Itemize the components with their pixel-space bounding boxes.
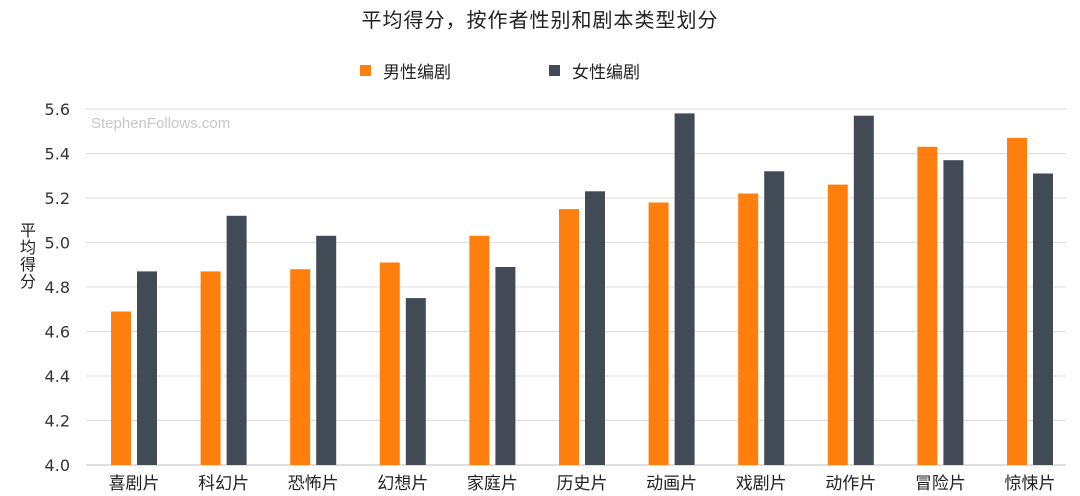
x-tick-label: 戏剧片 [736,474,787,494]
y-tick-label: 5.6 [45,100,70,119]
legend-swatch-male [360,64,371,76]
legend-item-female: 女性编剧 [549,56,640,84]
bar-female [495,267,516,465]
bar-male [379,262,400,465]
x-tick-label: 动作片 [825,474,876,494]
bar-male [917,146,938,466]
y-tick-label: 4.4 [45,367,70,386]
legend-item-male: 男性编剧 [360,56,451,84]
x-tick-labels: 喜剧片 科幻片 恐怖片 幻想片 家庭片 历史片 动画片 戏剧片 动作片 冒险片 惊悚片 [109,474,1056,494]
bar-male [1007,137,1027,465]
x-tick-label: 历史片 [557,474,608,494]
bars [111,113,1053,466]
y-tick-label: 5.2 [45,189,70,208]
bar-female [137,271,157,465]
bar-female [585,191,605,466]
y-tick-label: 4.8 [45,278,70,297]
bar-female [853,115,874,465]
y-axis-label: 平均得分 [17,222,36,290]
x-tick-label: 家庭片 [467,474,518,494]
chart-title: 平均得分，按作者性别和剧本类型划分 [361,8,719,32]
x-tick-label: 冒险片 [915,474,966,494]
bar-female [674,113,695,466]
bar-female [1033,173,1053,465]
legend-label-female: 女性编剧 [572,62,640,83]
x-tick-label: 恐怖片 [288,474,339,494]
legend-swatch-female [549,64,560,76]
y-tick-label: 4.0 [45,456,70,475]
bar-female [943,160,964,465]
bar-female [226,215,247,465]
bar-female [764,171,785,466]
bar-male [111,311,131,465]
y-tick-label: 4.2 [45,412,70,431]
y-tick-label: 4.6 [45,323,70,342]
bar-male [469,235,490,465]
bar-male [648,202,669,465]
bar-male [559,209,579,465]
watermark: StephenFollows.com [91,115,231,132]
x-tick-label: 惊悚片 [1005,474,1056,494]
legend: 男性编剧 女性编剧 [0,56,1080,84]
bar-male [290,269,311,465]
bar-male [738,193,759,465]
y-tick-label: 5.0 [45,234,70,253]
x-tick-label: 喜剧片 [109,474,160,494]
legend-label-male: 男性编剧 [383,62,451,83]
y-tick-label: 5.4 [45,145,70,164]
bar-female [405,298,426,465]
y-tick-labels: 4.0 4.2 4.4 4.6 4.8 5.0 5.2 5.4 5.6 [45,100,70,475]
bar-male [200,271,221,465]
bar-male [827,184,848,465]
x-tick-label: 科幻片 [198,474,249,494]
x-tick-label: 动画片 [646,474,697,494]
bar-female [316,235,337,465]
x-tick-label: 幻想片 [377,474,428,494]
